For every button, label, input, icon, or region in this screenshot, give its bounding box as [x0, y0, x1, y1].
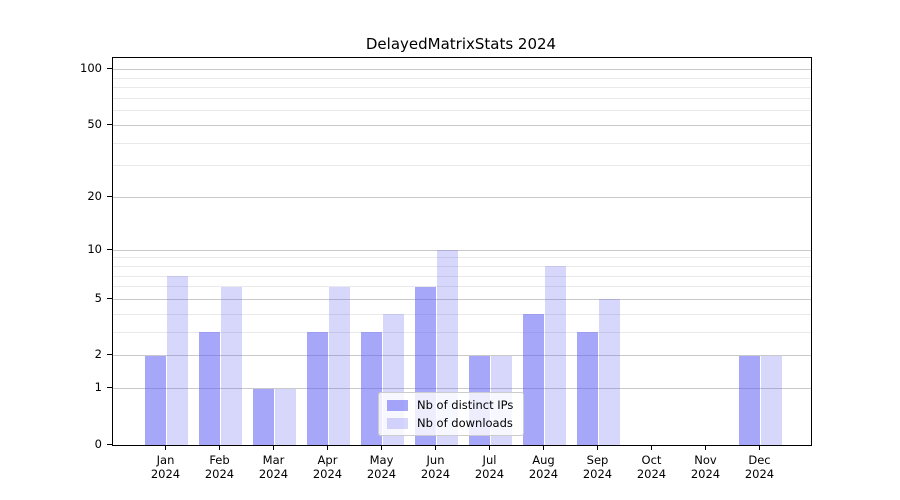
x-tick-label-mar: Mar 2024 — [258, 453, 289, 481]
x-tick-jan — [165, 445, 166, 450]
legend-label-downloads: Nb of downloads — [417, 416, 513, 430]
x-tick-label-oct: Oct 2024 — [636, 453, 667, 481]
bar-distinct-ips-dec — [738, 355, 761, 445]
x-tick-jul — [489, 445, 490, 450]
x-tick-may — [381, 445, 382, 450]
gridline-7 — [113, 275, 811, 277]
y-tick-1 — [107, 387, 112, 389]
y-tick-label-10: 10 — [87, 241, 102, 256]
gridline-60 — [113, 110, 811, 112]
gridline-80 — [113, 87, 811, 89]
x-tick-sep — [597, 445, 598, 450]
y-tick-50 — [107, 123, 112, 125]
y-tick-2 — [107, 354, 112, 356]
y-tick-5 — [107, 297, 112, 299]
y-tick-label-0: 0 — [94, 436, 102, 451]
plot-area: Nb of distinct IPs Nb of downloads — [112, 57, 812, 446]
legend-label-distinct-ips: Nb of distinct IPs — [417, 398, 514, 412]
x-tick-oct — [651, 445, 652, 450]
bar-distinct-ips-jan — [144, 355, 167, 445]
y-tick-label-50: 50 — [87, 116, 102, 131]
gridline-1 — [113, 388, 811, 390]
y-tick-0 — [107, 443, 112, 445]
gridline-40 — [113, 142, 811, 144]
bar-distinct-ips-aug — [522, 314, 545, 445]
x-tick-label-jun: Jun 2024 — [420, 453, 451, 481]
gridline-30 — [113, 165, 811, 167]
x-tick-label-apr: Apr 2024 — [312, 453, 343, 481]
gridline-4 — [113, 313, 811, 315]
gridline-70 — [113, 98, 811, 100]
y-tick-label-20: 20 — [87, 189, 102, 204]
bar-downloads-feb — [220, 286, 243, 445]
bar-distinct-ips-mar — [252, 388, 275, 445]
bar-downloads-aug — [544, 266, 567, 445]
bar-distinct-ips-sep — [576, 332, 599, 445]
gridline-5 — [113, 298, 811, 300]
x-tick-feb — [219, 445, 220, 450]
bar-downloads-apr — [328, 286, 351, 445]
legend-entry-downloads: Nb of downloads — [387, 416, 513, 430]
y-tick-label-2: 2 — [94, 347, 102, 362]
y-tick-10 — [107, 248, 112, 250]
x-tick-jun — [435, 445, 436, 450]
y-tick-label-100: 100 — [80, 61, 102, 76]
chart-title: DelayedMatrixStats 2024 — [365, 35, 557, 53]
legend-swatch-distinct-ips-icon — [387, 399, 408, 411]
x-tick-label-sep: Sep 2024 — [582, 453, 613, 481]
y-tick-label-5: 5 — [94, 290, 102, 305]
gridline-20 — [113, 197, 811, 199]
x-tick-mar — [273, 445, 274, 450]
bar-distinct-ips-apr — [306, 332, 329, 445]
x-tick-label-dec: Dec 2024 — [744, 453, 775, 481]
legend-swatch-downloads-icon — [387, 417, 408, 429]
gridline-90 — [113, 77, 811, 79]
x-tick-label-nov: Nov 2024 — [690, 453, 721, 481]
y-tick-label-1: 1 — [94, 380, 102, 395]
y-tick-20 — [107, 196, 112, 198]
x-tick-label-may: May 2024 — [366, 453, 397, 481]
x-tick-label-feb: Feb 2024 — [204, 453, 235, 481]
y-tick-100 — [107, 68, 112, 70]
bar-distinct-ips-feb — [198, 332, 221, 445]
gridline-100 — [113, 69, 811, 71]
bar-downloads-mar — [274, 388, 297, 445]
bar-downloads-dec — [760, 355, 783, 445]
gridline-2 — [113, 355, 811, 357]
legend: Nb of distinct IPs Nb of downloads — [378, 392, 525, 436]
gridline-6 — [113, 286, 811, 288]
x-tick-aug — [543, 445, 544, 450]
x-tick-label-jul: Jul 2024 — [474, 453, 505, 481]
bar-distinct-ips-may — [360, 332, 383, 445]
bar-downloads-jan — [166, 276, 189, 445]
x-tick-apr — [327, 445, 328, 450]
gridline-3 — [113, 331, 811, 333]
gridline-8 — [113, 265, 811, 267]
x-tick-label-jan: Jan 2024 — [150, 453, 181, 481]
x-tick-label-aug: Aug 2024 — [528, 453, 559, 481]
bar-downloads-sep — [598, 299, 621, 445]
gridline-9 — [113, 257, 811, 259]
gridline-50 — [113, 124, 811, 126]
legend-entry-distinct-ips: Nb of distinct IPs — [387, 398, 513, 412]
gridline-10 — [113, 249, 811, 251]
x-tick-dec — [759, 445, 760, 450]
x-tick-nov — [705, 445, 706, 450]
